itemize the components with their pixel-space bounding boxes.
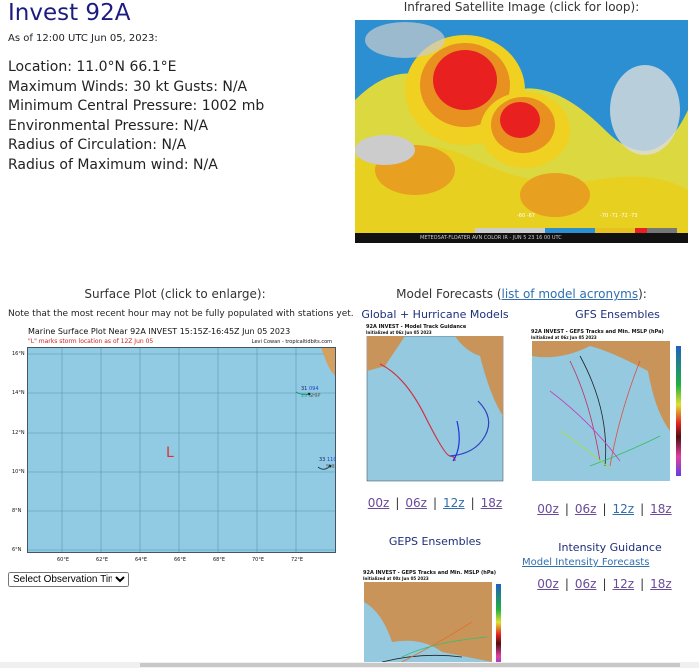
cycle-link-18z[interactable]: 18z: [650, 577, 672, 591]
cycle-link-12z[interactable]: 12z: [612, 577, 635, 591]
plot-credit: Levi Cowan - tropicaltidbits.com: [251, 339, 332, 345]
lat-label: 8°N: [12, 508, 22, 514]
cycle-link-12z[interactable]: 12z: [612, 502, 635, 516]
station-dew: 25: [301, 393, 308, 399]
temp-label: -71: [609, 213, 618, 219]
img-subtitle: Initialized at 06z Jun 05 2023: [531, 335, 597, 340]
storm-info: Location: 11.0°N 66.1°E Maximum Winds: 3…: [8, 58, 264, 176]
temp-label: -73: [629, 213, 638, 219]
intensity-label: Intensity Guidance: [558, 541, 662, 554]
max-winds: Maximum Winds: 30 kt Gusts: N/A: [8, 78, 248, 95]
heading-text: Model Forecasts (: [396, 287, 502, 301]
temp-label: -70: [600, 213, 609, 219]
cycle-link-00z[interactable]: 00z: [537, 577, 559, 591]
cycle-link-06z[interactable]: 06z: [405, 496, 427, 510]
lon-label: 62°E: [96, 557, 109, 563]
model-intensity-link[interactable]: Model Intensity Forecasts: [522, 557, 650, 568]
intensity-cycle-links: 00z | 06z | 12z | 18z: [537, 577, 672, 591]
horizontal-scrollbar[interactable]: [0, 662, 699, 668]
scrollbar-thumb[interactable]: [140, 663, 680, 667]
radius-max-wind: Radius of Maximum wind: N/A: [8, 156, 218, 173]
geps-label: GEPS Ensembles: [388, 535, 482, 548]
cycle-link-00z[interactable]: 00z: [537, 502, 559, 516]
plot-subtitle: "L" marks storm location as of 12Z Jun 0…: [28, 338, 154, 345]
satellite-image[interactable]: -60 -67 -70 -71 -72 -73 METEOSAT-FLOATER…: [355, 20, 688, 243]
gefs-cycle-links: 00z | 06z | 12z | 18z: [537, 502, 672, 516]
satellite-caption: Infrared Satellite Image (click for loop…: [403, 0, 640, 14]
model-forecasts-heading: Model Forecasts (list of model acronyms)…: [350, 287, 693, 301]
cycle-link-06z[interactable]: 06z: [574, 577, 597, 591]
surface-heading: Surface Plot (click to enlarge):: [84, 287, 266, 301]
lat-label: 16°N: [12, 351, 25, 357]
lat-label: 6°N: [12, 547, 22, 553]
gefs-image[interactable]: 92A INVEST - GEFS Tracks and Min. MSLP (…: [530, 323, 690, 485]
lon-label: 66°E: [174, 557, 187, 563]
global-models-label: Global + Hurricane Models: [361, 308, 509, 321]
cycle-link-18z[interactable]: 18z: [650, 502, 672, 516]
temp-label: -60: [517, 213, 526, 219]
global-models-image[interactable]: 92A INVEST - Model Track Guidance Initia…: [365, 323, 507, 483]
heading-text: ):: [638, 287, 647, 301]
gefs-label: GFS Ensembles: [575, 308, 660, 321]
global-cycle-links: 00z | 06z | 12z | 18z: [367, 496, 503, 510]
geps-image[interactable]: 92A INVEST - GEPS Tracks and Min. MSLP (…: [362, 566, 507, 668]
storm-title: Invest 92A: [8, 0, 131, 26]
lon-label: 64°E: [135, 557, 148, 563]
temp-label: -72: [619, 213, 628, 219]
station-pressure: 110: [326, 457, 336, 463]
plot-title: Marine Surface Plot Near 92A INVEST 15:1…: [28, 327, 291, 336]
lon-label: 70°E: [252, 557, 265, 563]
cycle-link-06z[interactable]: 06z: [574, 502, 597, 516]
observation-time-select[interactable]: Select Observation Time...: [8, 572, 129, 587]
img-subtitle: Initialized at 06z Jun 05 2023: [366, 330, 432, 335]
as-of-time: As of 12:00 UTC Jun 05, 2023:: [8, 33, 158, 44]
lon-label: 68°E: [213, 557, 226, 563]
lat-label: 12°N: [12, 430, 25, 436]
station-temp: 31: [301, 386, 308, 392]
storm-marker: L: [166, 445, 174, 461]
station-temp: 33: [319, 457, 326, 463]
model-acronyms-link[interactable]: list of model acronyms: [501, 287, 639, 301]
img-title: 92A INVEST - GEPS Tracks and Min. MSLP (…: [363, 570, 497, 576]
temp-label: -67: [526, 213, 535, 219]
cycle-link-00z[interactable]: 00z: [367, 496, 390, 510]
env-pressure: Environmental Pressure: N/A: [8, 117, 209, 134]
satellite-footer: METEOSAT-FLOATER AVN COLOR IR - JUN 5 23…: [420, 235, 562, 241]
surface-plot-image[interactable]: Marine Surface Plot Near 92A INVEST 15:1…: [8, 325, 336, 570]
cycle-link-12z[interactable]: 12z: [443, 496, 465, 510]
min-pressure: Minimum Central Pressure: 1002 mb: [8, 98, 265, 115]
lat-label: 14°N: [12, 390, 25, 396]
img-title: 92A INVEST - GEFS Tracks and Min. MSLP (…: [531, 329, 664, 335]
radius-circulation: Radius of Circulation: N/A: [8, 137, 187, 154]
img-title: 92A INVEST - Model Track Guidance: [366, 324, 467, 330]
lon-label: 72°E: [291, 557, 304, 563]
img-subtitle: Initialized at 00z Jun 05 2023: [363, 576, 429, 581]
station-id: SHIP: [326, 464, 336, 470]
location: Location: 11.0°N 66.1°E: [8, 59, 177, 75]
station-id: SHIP: [308, 393, 321, 399]
station-pressure: 094: [308, 386, 319, 392]
lon-label: 60°E: [57, 557, 70, 563]
lat-label: 10°N: [12, 469, 25, 475]
cycle-link-18z[interactable]: 18z: [480, 496, 503, 510]
surface-note: Note that the most recent hour may not b…: [8, 309, 354, 319]
